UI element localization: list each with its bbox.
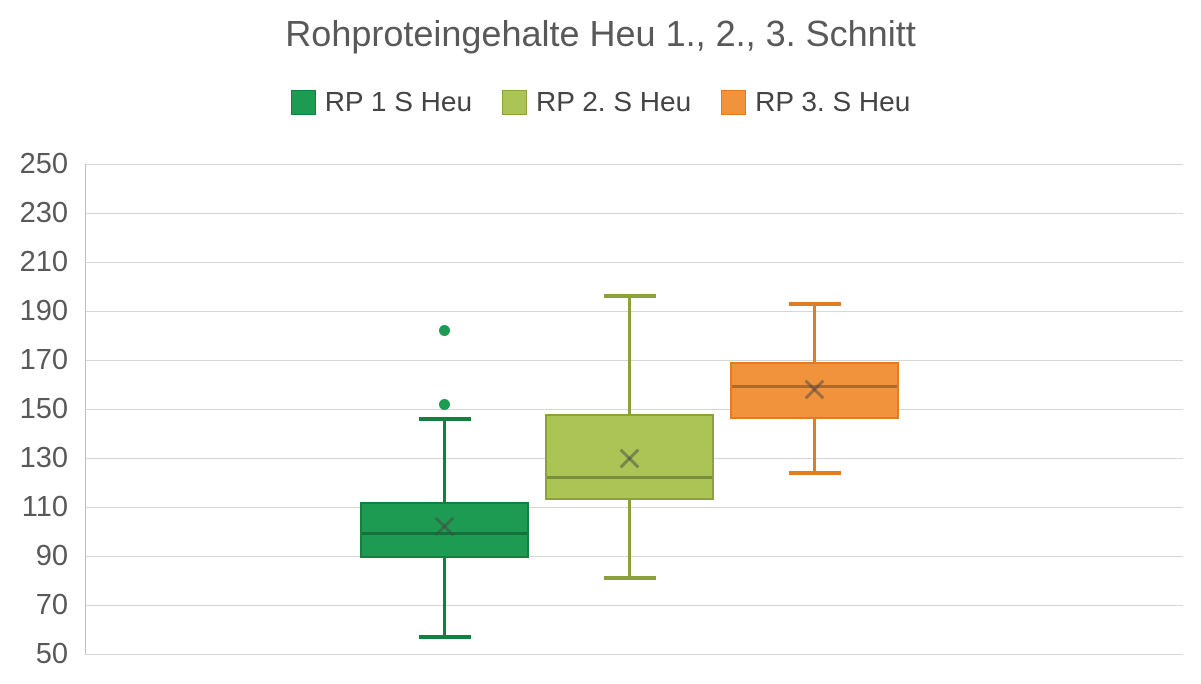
chart-legend: RP 1 S Heu RP 2. S Heu RP 3. S Heu (0, 86, 1201, 118)
mean-x-marker (803, 378, 826, 401)
gridline (85, 408, 1183, 410)
y-axis-tick-label: 50 (35, 638, 68, 670)
y-axis-tick-label: 250 (19, 148, 68, 180)
gridline (85, 212, 1183, 214)
whisker-lower-stem (443, 558, 446, 637)
outlier-point (439, 398, 450, 410)
legend-swatch-icon (290, 89, 316, 115)
legend-swatch-icon (502, 89, 528, 115)
y-axis-tick-label: 110 (21, 491, 68, 523)
gridline (85, 555, 1183, 557)
whisker-high-cap (418, 416, 471, 421)
legend-item-1: RP 1 S Heu (290, 86, 473, 118)
gridline (85, 310, 1183, 312)
whisker-upper-stem (813, 303, 816, 363)
y-axis-tick-label: 230 (19, 197, 68, 229)
whisker-upper-stem (443, 418, 446, 503)
gridline (85, 359, 1183, 361)
y-axis-tick-label: 210 (19, 246, 68, 278)
y-axis-tick-label: 150 (19, 393, 68, 425)
y-axis-tick-label: 90 (35, 540, 68, 572)
legend-label: RP 2. S Heu (536, 86, 692, 117)
y-axis-tick-label: 130 (19, 442, 68, 474)
whisker-high-cap (788, 301, 841, 306)
gridline (85, 604, 1183, 606)
legend-item-2: RP 2. S Heu (502, 86, 691, 118)
whisker-upper-stem (628, 296, 631, 414)
median-line (362, 532, 527, 536)
gridline (85, 653, 1183, 655)
y-axis-tick-label: 70 (35, 589, 68, 621)
legend-label: RP 1 S Heu (324, 86, 473, 117)
whisker-lower-stem (813, 418, 816, 473)
whisker-low-cap (788, 470, 841, 475)
whisker-lower-stem (628, 499, 631, 579)
chart-title: Rohproteingehalte Heu 1., 2., 3. Schnitt (285, 13, 916, 54)
y-axis-tick-label: 170 (19, 344, 68, 376)
gridline (85, 506, 1183, 508)
whisker-low-cap (418, 634, 471, 639)
gridline (85, 261, 1183, 263)
mean-x-marker (618, 447, 641, 470)
legend-item-3: RP 3. S Heu (721, 86, 910, 118)
mean-x-marker (433, 515, 456, 538)
outlier-point (439, 325, 450, 337)
whisker-low-cap (603, 576, 656, 581)
y-axis-tick-label: 190 (19, 295, 68, 327)
y-axis-line (85, 164, 86, 654)
whisker-high-cap (603, 294, 656, 299)
median-line (547, 476, 712, 480)
legend-label: RP 3. S Heu (755, 86, 911, 117)
box-1 (360, 502, 529, 559)
gridline (85, 163, 1183, 165)
legend-swatch-icon (721, 89, 747, 115)
